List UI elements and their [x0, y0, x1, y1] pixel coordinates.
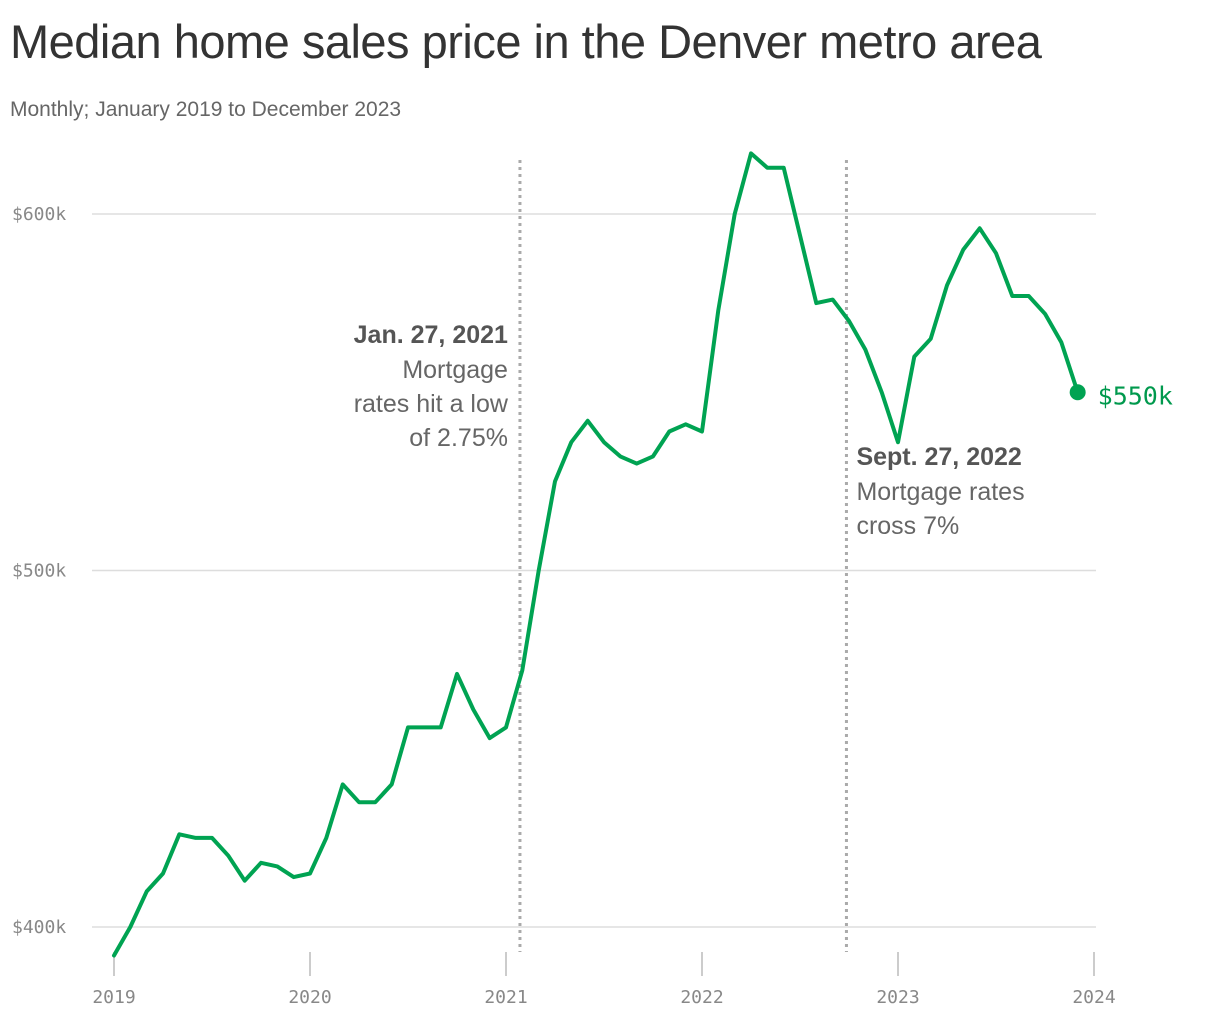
data-point — [177, 832, 181, 836]
annotation-heading: Jan. 27, 2021 — [354, 321, 508, 349]
data-point — [292, 875, 296, 879]
data-point — [520, 668, 524, 672]
x-tick-label: 2023 — [876, 987, 919, 1008]
data-point — [406, 725, 410, 729]
x-tick-label: 2020 — [288, 987, 331, 1008]
data-point — [504, 725, 508, 729]
data-point — [635, 462, 639, 466]
y-tick-label: $600k — [12, 204, 66, 225]
data-point — [569, 440, 573, 444]
annotation-text: cross 7% — [856, 512, 959, 540]
data-point — [488, 736, 492, 740]
data-point — [831, 298, 835, 302]
annotation-text: of 2.75% — [409, 424, 508, 452]
data-point — [978, 226, 982, 230]
data-point — [161, 872, 165, 876]
end-value-label: $550k — [1098, 381, 1173, 410]
data-point — [1059, 340, 1063, 344]
chart-title: Median home sales price in the Denver me… — [10, 15, 1042, 68]
data-point — [782, 166, 786, 170]
data-point — [422, 725, 426, 729]
price-line — [112, 151, 1080, 958]
annotation-text: Mortgage — [402, 356, 508, 384]
data-point — [765, 166, 769, 170]
data-point — [586, 419, 590, 423]
y-tick-label: $400k — [12, 917, 66, 938]
data-point — [128, 925, 132, 929]
data-point — [716, 308, 720, 312]
data-point — [553, 479, 557, 483]
data-point — [275, 864, 279, 868]
data-point — [814, 301, 818, 305]
data-point — [455, 672, 459, 676]
data-point — [471, 708, 475, 712]
data-point — [929, 337, 933, 341]
x-tick-label: 2019 — [92, 987, 135, 1008]
data-point — [749, 151, 753, 155]
data-point — [847, 319, 851, 323]
data-point — [194, 836, 198, 840]
data-point — [210, 836, 214, 840]
x-tick-label: 2024 — [1072, 987, 1115, 1008]
data-point — [390, 782, 394, 786]
data-point — [945, 283, 949, 287]
data-point — [357, 800, 361, 804]
x-tick-label: 2022 — [680, 987, 723, 1008]
data-point — [439, 725, 443, 729]
data-point — [684, 422, 688, 426]
chart-subtitle: Monthly; January 2019 to December 2023 — [10, 98, 402, 121]
data-point — [733, 212, 737, 216]
y-tick-label: $500k — [12, 561, 66, 582]
data-point — [880, 390, 884, 394]
data-point — [537, 569, 541, 573]
annotation-text: Mortgage rates — [856, 478, 1024, 506]
end-point-dot — [1069, 384, 1086, 401]
data-point — [308, 872, 312, 876]
data-point — [912, 355, 916, 359]
annotation-heading: Sept. 27, 2022 — [856, 443, 1021, 471]
data-point — [651, 454, 655, 458]
data-point — [798, 233, 802, 237]
data-point — [324, 836, 328, 840]
data-point — [373, 800, 377, 804]
data-point — [145, 889, 149, 893]
data-point — [994, 251, 998, 255]
data-point — [226, 854, 230, 858]
data-point — [700, 429, 704, 433]
data-point — [667, 429, 671, 433]
data-point — [863, 347, 867, 351]
x-tick-label: 2021 — [484, 987, 527, 1008]
data-point — [1043, 312, 1047, 316]
data-point — [1010, 294, 1014, 298]
data-point — [259, 861, 263, 865]
data-point — [602, 440, 606, 444]
data-point — [1027, 294, 1031, 298]
data-point — [961, 248, 965, 252]
data-point — [618, 454, 622, 458]
data-point — [341, 782, 345, 786]
data-point — [243, 879, 247, 883]
annotation-text: rates hit a low — [354, 390, 509, 418]
data-point — [112, 954, 116, 958]
